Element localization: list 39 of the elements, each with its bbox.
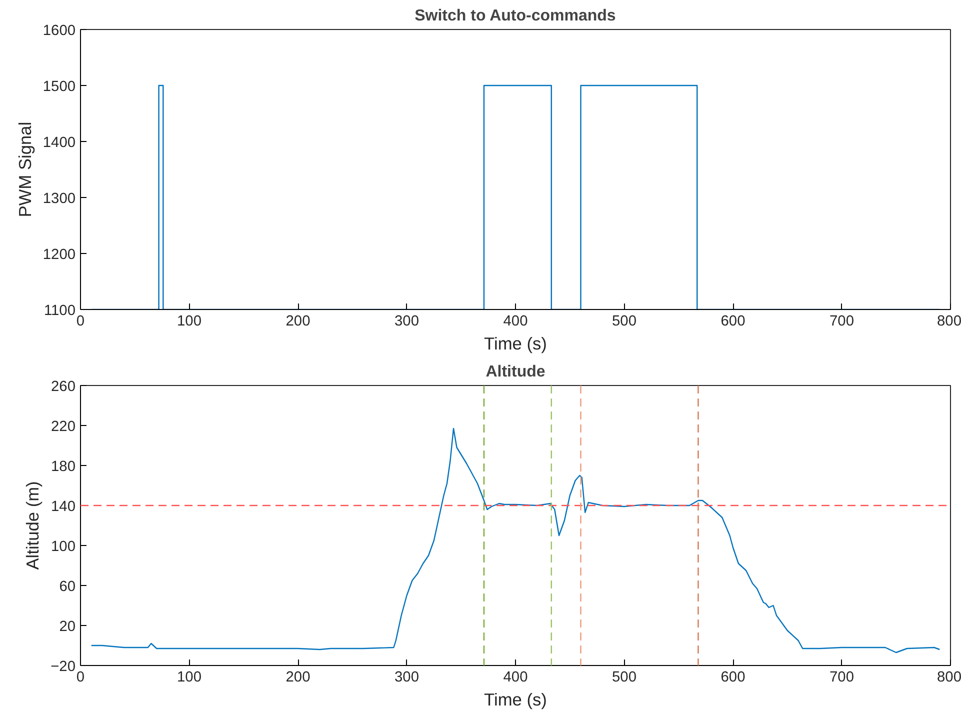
x-axis-title: Time (s) (484, 690, 547, 710)
y-axis-title: PWM Signal (14, 122, 35, 218)
x-tick-label: 600 (720, 670, 746, 686)
y-tick-label: 1100 (44, 303, 76, 319)
x-tick-label: 300 (394, 314, 419, 330)
y-tick-label: 1200 (42, 247, 76, 263)
y-tick-label: 1500 (42, 79, 76, 95)
y-tick-label: 100 (51, 539, 76, 555)
x-tick-label: 400 (503, 314, 528, 330)
y-axis-title: Altitude (m) (22, 481, 43, 570)
x-tick-label: 100 (177, 670, 202, 686)
y-tick-label: 1600 (42, 23, 76, 39)
x-tick-label: 200 (286, 314, 310, 330)
y-tick-label: 20 (59, 619, 76, 635)
x-tick-label: 800 (937, 314, 961, 330)
y-tick-label: 60 (59, 579, 76, 595)
x-tick-label: 700 (830, 670, 854, 686)
chart-title: Switch to Auto-commands (414, 8, 616, 24)
line-series (90, 428, 940, 654)
x-tick-label: 100 (177, 314, 202, 330)
y-tick-label: 180 (51, 459, 76, 475)
x-tick-label: 800 (937, 670, 961, 686)
x-tick-label: 200 (286, 670, 310, 686)
x-tick-label: 600 (720, 314, 746, 330)
x-tick-label: 0 (76, 314, 85, 330)
x-tick-label: 500 (612, 670, 636, 686)
y-tick-label: 140 (51, 499, 76, 515)
y-tick-label: 1400 (42, 135, 76, 151)
x-axis-title: Time (s) (484, 334, 547, 354)
x-tick-label: 500 (612, 314, 636, 330)
x-tick-label: 300 (394, 670, 419, 686)
y-tick-label: 1300 (42, 191, 76, 207)
y-tick-label: 220 (51, 419, 76, 435)
x-tick-label: 700 (830, 314, 854, 330)
y-tick-label: −20 (50, 659, 76, 675)
y-tick-label: 260 (51, 379, 76, 395)
x-tick-label: 0 (76, 670, 85, 686)
chart-title: Altitude (486, 364, 546, 380)
x-tick-label: 400 (503, 670, 528, 686)
